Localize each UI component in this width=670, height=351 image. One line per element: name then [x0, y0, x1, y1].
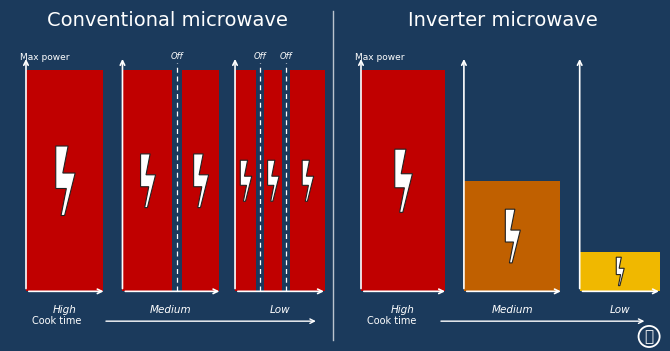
- Polygon shape: [56, 146, 75, 216]
- Polygon shape: [395, 149, 413, 212]
- Text: Off: Off: [171, 52, 184, 61]
- Bar: [182, 70, 219, 291]
- Text: Inverter microwave: Inverter microwave: [407, 11, 598, 29]
- Text: Medium: Medium: [491, 305, 533, 315]
- Polygon shape: [302, 160, 314, 201]
- Text: Low: Low: [610, 305, 630, 315]
- Polygon shape: [141, 154, 155, 207]
- Text: High: High: [53, 305, 76, 315]
- Text: ⏻: ⏻: [645, 329, 654, 344]
- Text: Max power: Max power: [354, 53, 404, 62]
- Polygon shape: [241, 160, 252, 201]
- Bar: [123, 70, 172, 291]
- Bar: [26, 70, 103, 291]
- Text: Conventional microwave: Conventional microwave: [47, 11, 288, 29]
- Text: Off: Off: [279, 52, 292, 61]
- Text: Max power: Max power: [19, 53, 69, 62]
- Text: Medium: Medium: [150, 305, 192, 315]
- Bar: [361, 70, 445, 291]
- Text: Cook time: Cook time: [367, 316, 417, 326]
- Bar: [264, 70, 281, 291]
- Bar: [580, 252, 660, 291]
- Text: High: High: [391, 305, 415, 315]
- Bar: [289, 70, 325, 291]
- Text: Cook time: Cook time: [32, 316, 82, 326]
- Text: Low: Low: [270, 305, 290, 315]
- Polygon shape: [505, 209, 521, 263]
- Polygon shape: [267, 160, 279, 201]
- Text: Off: Off: [254, 52, 266, 61]
- Bar: [464, 181, 560, 291]
- Bar: [235, 70, 256, 291]
- Polygon shape: [616, 257, 624, 286]
- Polygon shape: [194, 154, 208, 207]
